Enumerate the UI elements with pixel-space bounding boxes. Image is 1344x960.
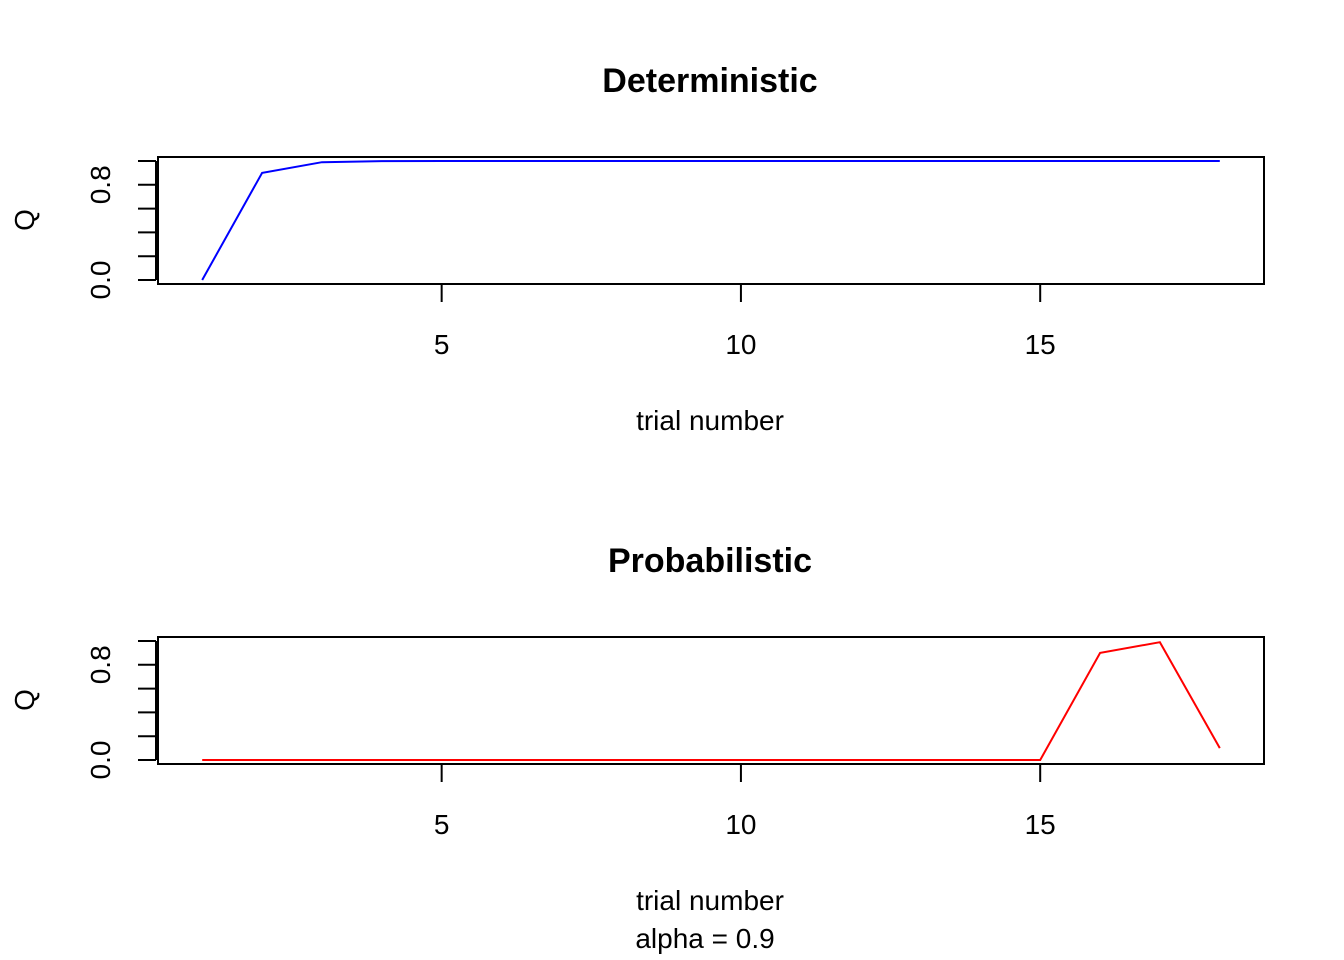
probabilistic-series-line [202,641,1221,761]
probabilistic-x-tick-label: 15 [1025,809,1056,840]
deterministic-x-tick-label: 15 [1025,329,1056,360]
probabilistic-panel: Probabilistic 5 10 15 0.00.8 trial number … [9,542,1265,954]
probabilistic-y-axis-label: Q [9,689,40,711]
deterministic-title: Deterministic [602,62,817,100]
probabilistic-subtitle: alpha = 0.9 [635,923,774,954]
deterministic-panel: Deterministic 5 10 15 0.00.8 trial number … [9,62,1265,436]
deterministic-x-tick-label: 10 [725,329,756,360]
deterministic-y-tick-label: 0.8 [85,165,116,204]
deterministic-x-axis: 5 10 15 [434,284,1056,360]
deterministic-y-tick-label: 0.0 [85,261,116,300]
probabilistic-x-tick-label: 5 [434,809,450,840]
deterministic-x-axis-label: trial number [636,405,784,436]
deterministic-plot-frame [157,156,1265,285]
deterministic-x-tick-label: 5 [434,329,450,360]
deterministic-y-axis: 0.0 0.8 [85,160,157,300]
probabilistic-x-tick-label: 10 [725,809,756,840]
probabilistic-y-axis: 0.0 0.8 [85,640,157,780]
probabilistic-x-axis-label: trial number [636,885,784,916]
probabilistic-title: Probabilistic [608,542,812,580]
deterministic-y-axis-label: Q [9,209,40,231]
probabilistic-x-axis: 5 10 15 [434,764,1056,840]
probabilistic-y-tick-label: 0.8 [85,645,116,684]
probabilistic-plot-frame [157,636,1265,765]
deterministic-series-line [201,160,1220,281]
probabilistic-y-tick-label: 0.0 [85,741,116,780]
